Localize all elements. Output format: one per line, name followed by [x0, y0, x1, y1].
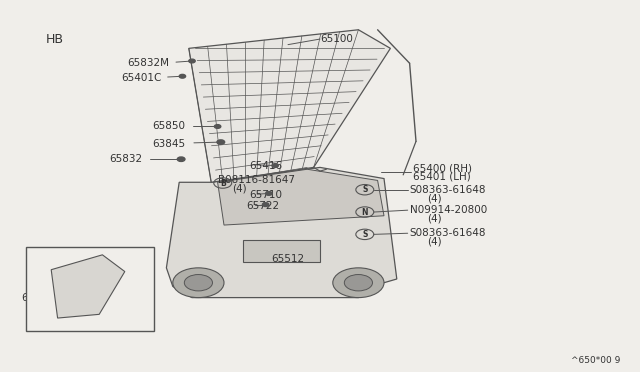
Circle shape: [272, 164, 278, 167]
Circle shape: [184, 275, 212, 291]
Polygon shape: [189, 30, 390, 182]
Circle shape: [189, 59, 195, 63]
Text: 65400 (RH): 65400 (RH): [413, 163, 472, 173]
Text: 65100: 65100: [320, 34, 353, 44]
Text: N09914-20800: N09914-20800: [410, 205, 487, 215]
Text: HB: HB: [46, 33, 64, 45]
Circle shape: [262, 203, 269, 206]
Text: S08363-61648: S08363-61648: [410, 228, 486, 238]
Text: 65850: 65850: [152, 122, 186, 131]
Text: 65832: 65832: [109, 154, 142, 164]
Circle shape: [344, 275, 372, 291]
Text: 65401 (LH): 65401 (LH): [413, 172, 470, 182]
Text: S: S: [362, 185, 367, 194]
Circle shape: [179, 74, 186, 78]
Circle shape: [177, 157, 185, 161]
Polygon shape: [166, 167, 397, 298]
Circle shape: [266, 192, 272, 195]
Text: 65722: 65722: [246, 201, 280, 211]
Circle shape: [173, 268, 224, 298]
Text: 65710: 65710: [250, 190, 283, 200]
Text: B: B: [220, 179, 225, 187]
Text: ^650*00 9: ^650*00 9: [572, 356, 621, 365]
Text: (4): (4): [428, 237, 442, 247]
Text: (4): (4): [428, 214, 442, 223]
Text: 65401C: 65401C: [121, 73, 161, 83]
Polygon shape: [51, 255, 125, 318]
Text: 65512: 65512: [271, 254, 305, 263]
Polygon shape: [218, 169, 384, 225]
Text: B08116-81647: B08116-81647: [218, 176, 294, 185]
Bar: [26, 247, 154, 331]
Circle shape: [214, 125, 221, 128]
Circle shape: [70, 298, 77, 301]
Text: 65416: 65416: [250, 161, 283, 170]
Text: 65820E: 65820E: [21, 293, 61, 302]
Bar: [243, 240, 320, 262]
Text: 65820: 65820: [60, 315, 93, 325]
Text: S: S: [362, 230, 367, 239]
Circle shape: [333, 268, 384, 298]
Text: 65832M: 65832M: [127, 58, 170, 68]
Text: S08363-61648: S08363-61648: [410, 185, 486, 195]
Text: (4): (4): [232, 184, 246, 193]
Text: (4): (4): [428, 193, 442, 203]
Text: E15T: E15T: [32, 249, 56, 259]
Text: N: N: [362, 208, 368, 217]
Text: 63845: 63845: [152, 139, 186, 149]
Circle shape: [217, 140, 225, 144]
